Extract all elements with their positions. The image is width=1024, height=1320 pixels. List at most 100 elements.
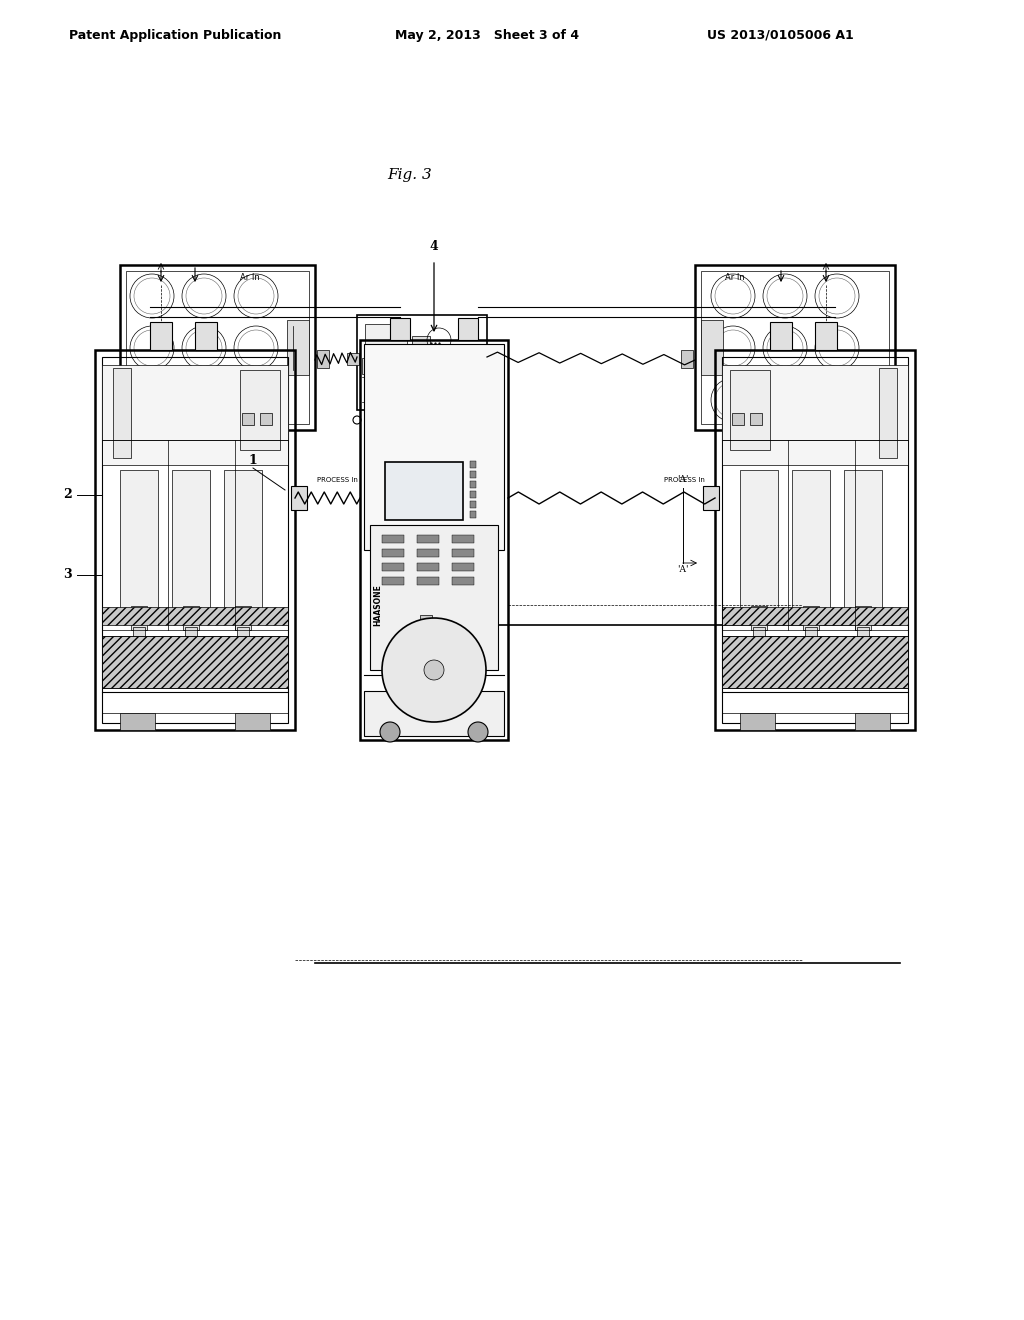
- Bar: [234, 713, 270, 730]
- Bar: [703, 486, 719, 510]
- Circle shape: [353, 416, 361, 424]
- Bar: [195, 322, 217, 350]
- Bar: [399, 358, 415, 374]
- Bar: [844, 470, 882, 610]
- Bar: [470, 480, 476, 488]
- Text: Patent Application Publication: Patent Application Publication: [69, 29, 282, 41]
- Bar: [120, 470, 158, 610]
- Bar: [701, 319, 723, 375]
- Bar: [382, 564, 404, 572]
- Circle shape: [402, 537, 418, 553]
- Bar: [382, 577, 404, 585]
- Bar: [102, 366, 288, 465]
- Bar: [770, 322, 792, 350]
- Text: Ar In: Ar In: [725, 272, 744, 281]
- Bar: [120, 713, 155, 730]
- Bar: [133, 627, 145, 638]
- Circle shape: [425, 378, 455, 407]
- Bar: [364, 690, 504, 737]
- Text: HAASONE: HAASONE: [374, 583, 383, 626]
- Bar: [715, 350, 915, 730]
- Bar: [751, 606, 767, 630]
- Bar: [242, 413, 254, 425]
- Bar: [126, 271, 309, 424]
- Bar: [485, 352, 497, 366]
- Bar: [750, 413, 762, 425]
- Bar: [291, 486, 307, 510]
- Text: US 2013/0105006 A1: US 2013/0105006 A1: [707, 29, 853, 41]
- Bar: [722, 366, 908, 465]
- Bar: [753, 627, 765, 638]
- Bar: [722, 440, 908, 630]
- Bar: [855, 713, 890, 730]
- Bar: [417, 577, 439, 585]
- Text: 3: 3: [62, 569, 72, 582]
- Bar: [120, 265, 315, 430]
- Bar: [857, 627, 869, 638]
- Bar: [722, 636, 908, 688]
- Bar: [470, 461, 476, 469]
- Bar: [360, 341, 508, 741]
- Bar: [470, 511, 476, 517]
- Circle shape: [370, 378, 400, 407]
- Bar: [730, 370, 770, 450]
- Text: 'A': 'A': [677, 475, 689, 484]
- Bar: [260, 413, 272, 425]
- Bar: [131, 606, 147, 630]
- Text: May 2, 2013   Sheet 3 of 4: May 2, 2013 Sheet 3 of 4: [395, 29, 579, 41]
- Bar: [224, 470, 262, 610]
- Text: PROCESS In: PROCESS In: [317, 477, 357, 483]
- Bar: [452, 549, 474, 557]
- Bar: [102, 607, 288, 624]
- Bar: [740, 470, 778, 610]
- Text: 1: 1: [249, 454, 257, 466]
- Circle shape: [483, 416, 490, 424]
- Text: Ar In: Ar In: [240, 272, 260, 281]
- Circle shape: [382, 618, 486, 722]
- Bar: [417, 535, 439, 543]
- Text: 4: 4: [430, 240, 438, 253]
- Bar: [347, 352, 359, 366]
- Bar: [412, 337, 430, 352]
- Bar: [240, 370, 280, 450]
- Bar: [452, 535, 474, 543]
- Bar: [102, 356, 288, 723]
- Bar: [185, 627, 197, 638]
- Bar: [458, 318, 478, 341]
- Bar: [183, 606, 199, 630]
- Circle shape: [468, 722, 488, 742]
- Bar: [879, 368, 897, 458]
- Bar: [470, 491, 476, 498]
- Bar: [385, 462, 463, 520]
- Bar: [102, 636, 288, 688]
- Bar: [390, 318, 410, 341]
- Bar: [681, 350, 693, 368]
- Bar: [470, 471, 476, 478]
- Bar: [732, 413, 744, 425]
- Bar: [815, 322, 837, 350]
- Bar: [364, 345, 504, 550]
- Bar: [365, 323, 407, 352]
- Text: PROCESS In: PROCESS In: [665, 477, 705, 483]
- Bar: [102, 440, 288, 630]
- Bar: [172, 470, 210, 610]
- Bar: [357, 315, 487, 411]
- Bar: [722, 636, 908, 688]
- Bar: [855, 606, 871, 630]
- Bar: [102, 636, 288, 688]
- Bar: [470, 502, 476, 508]
- Text: 'A': 'A': [677, 565, 689, 574]
- Bar: [234, 606, 251, 630]
- Bar: [370, 525, 498, 671]
- Bar: [452, 564, 474, 572]
- Bar: [805, 627, 817, 638]
- Bar: [113, 368, 131, 458]
- Bar: [95, 350, 295, 730]
- Bar: [417, 549, 439, 557]
- Bar: [722, 607, 908, 624]
- Bar: [452, 577, 474, 585]
- Bar: [417, 564, 439, 572]
- Bar: [287, 319, 309, 375]
- Circle shape: [380, 722, 400, 742]
- Bar: [740, 713, 775, 730]
